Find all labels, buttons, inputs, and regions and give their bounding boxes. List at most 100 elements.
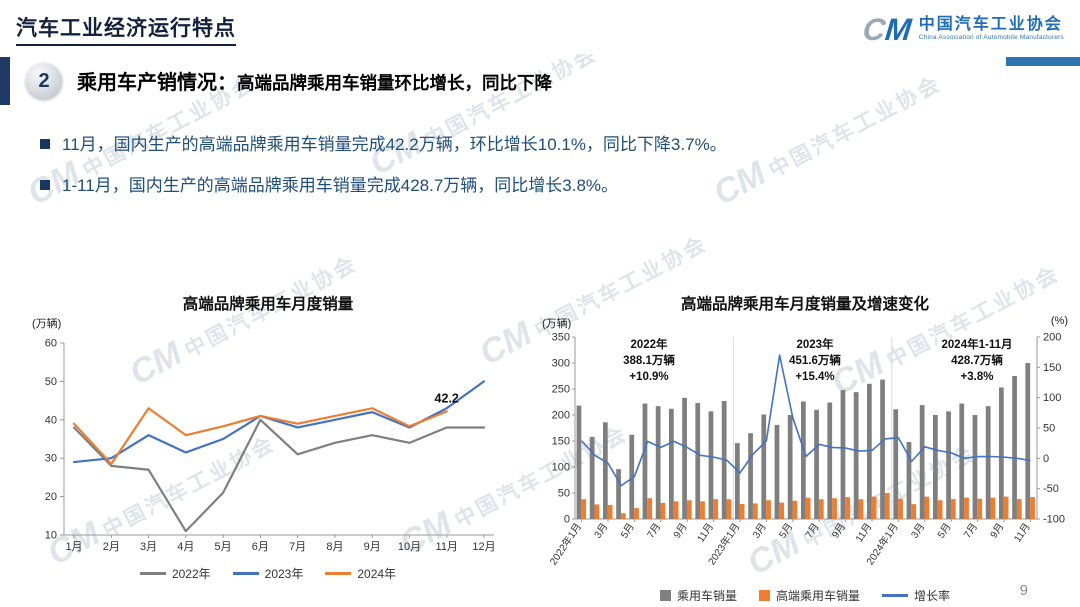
left-accent-bar [0, 57, 10, 105]
legend-label: 2023年 [264, 567, 304, 581]
legend-swatch-line [139, 572, 166, 575]
bullet-item-2: 1-11月，国内生产的高端品牌乘用车销量完成428.7万辆，同比增长3.8%。 [40, 175, 1050, 197]
legend-label: 高端乘用车销量 [775, 589, 860, 603]
svg-text:1月: 1月 [65, 541, 82, 553]
svg-text:0: 0 [564, 514, 570, 526]
combo-chart-canvas: 0 50 100 150 200 250 300 350 -100 -50 0 50 100 150 200… [547, 332, 1065, 568]
svg-text:11月: 11月 [853, 521, 874, 545]
bullet-marker [40, 139, 50, 149]
legend-swatch-line [325, 572, 352, 575]
svg-text:30: 30 [45, 453, 57, 465]
caam-logo-icon: CM [860, 11, 913, 47]
corner-accent-bar [1006, 57, 1080, 66]
line-chart-unit-label: (万辆) [32, 318, 62, 330]
line-chart-title: 高端品牌乘用车月度销量 [182, 296, 354, 313]
svg-text:3月: 3月 [140, 541, 157, 553]
legend-swatch-line [232, 572, 259, 575]
legend-item: 增长率 [882, 587, 950, 604]
svg-text:-100: -100 [1043, 514, 1065, 526]
svg-text:5月: 5月 [618, 521, 637, 541]
legend-label: 乘用车销量 [676, 589, 737, 603]
bullet-text-1: 11月，国内生产的高端品牌乘用车销量完成42.2万辆，环比增长10.1%，同比下… [62, 135, 727, 154]
annotation-2022: 2022年 388.1万辆 +10.9% [623, 339, 675, 384]
svg-text:5月: 5月 [215, 541, 232, 553]
svg-text:7月: 7月 [289, 541, 306, 553]
svg-text:11月: 11月 [695, 521, 716, 545]
bullet-list: 11月，国内生产的高端品牌乘用车销量完成42.2万辆，环比增长10.1%，同比下… [40, 134, 1050, 216]
legend-item: 2023年 [232, 565, 304, 582]
svg-text:-50: -50 [1043, 483, 1059, 495]
svg-text:200: 200 [552, 410, 570, 422]
svg-text:9月: 9月 [364, 541, 381, 553]
svg-text:200: 200 [1043, 332, 1061, 344]
legend-item: 2022年 [139, 565, 211, 582]
svg-text:9月: 9月 [988, 521, 1007, 541]
caam-logo: CM 中国汽车工业协会 China Association of Automob… [860, 11, 1064, 47]
svg-text:60: 60 [45, 338, 57, 350]
svg-text:150: 150 [1043, 362, 1061, 374]
svg-text:9月: 9月 [671, 521, 690, 541]
legend-item: 乘用车销量 [659, 587, 737, 604]
annotation-2024: 2024年1-11月 428.7万辆 +3.8% [941, 339, 1013, 384]
svg-text:42.2: 42.2 [435, 391, 459, 405]
legend-swatch-box [659, 590, 671, 601]
legend-swatch-line [882, 594, 908, 597]
svg-text:3月: 3月 [750, 521, 769, 541]
svg-text:2月: 2月 [103, 541, 120, 553]
svg-text:6月: 6月 [252, 541, 269, 553]
legend-item: 2024年 [325, 565, 396, 582]
svg-text:5月: 5月 [935, 521, 954, 541]
combo-chart-unit-right: (%) [1050, 315, 1068, 327]
svg-text:11月: 11月 [436, 541, 458, 553]
logo-name-cn: 中国汽车工业协会 [918, 16, 1063, 34]
svg-text:10: 10 [45, 530, 57, 542]
caam-logo-text: 中国汽车工业协会 China Association of Automobile… [919, 16, 1064, 42]
line-chart: 高端品牌乘用车月度销量 (万辆) 10 20 30 40 50 60 1月 2月 3月 4月 5月 6… [28, 292, 508, 582]
legend-label: 2024年 [357, 567, 397, 581]
svg-text:350: 350 [552, 332, 570, 344]
svg-text:5月: 5月 [777, 521, 796, 541]
line-chart-canvas: 10 20 30 40 50 60 1月 2月 3月 4月 5月 6月 7月 8月 9月 10月 11月 12月 4… [45, 338, 496, 554]
legend-swatch-box [758, 590, 770, 601]
svg-text:3月: 3月 [909, 521, 928, 541]
section-title: 乘用车产销情况：高端品牌乘用车销量环比增长，同比下降 [77, 66, 552, 96]
svg-text:12月: 12月 [472, 541, 495, 553]
section-number-badge: 2 [26, 63, 62, 99]
svg-text:4月: 4月 [177, 541, 194, 553]
svg-text:7月: 7月 [961, 521, 980, 541]
page-title: 汽车工业经济运行特点 [16, 12, 236, 46]
combo-chart-unit-left: (万辆) [542, 318, 572, 330]
section-header: 2 乘用车产销情况：高端品牌乘用车销量环比增长，同比下降 [26, 63, 552, 99]
svg-text:0: 0 [1043, 453, 1049, 465]
bullet-marker [40, 180, 50, 191]
legend-label: 增长率 [914, 589, 951, 603]
legend-label: 2022年 [171, 567, 211, 581]
svg-text:20: 20 [45, 491, 57, 503]
bullet-text-2: 1-11月，国内生产的高端品牌乘用车销量完成428.7万辆，同比增长3.8%。 [62, 176, 619, 196]
svg-text:50: 50 [558, 488, 570, 500]
svg-text:50: 50 [1043, 423, 1055, 435]
page-number: 9 [1019, 582, 1028, 599]
line-chart-legend: 2022年 2023年 2024年 [28, 565, 508, 582]
slide-header: 汽车工业经济运行特点 CM 中国汽车工业协会 China Association… [0, 0, 1080, 54]
svg-text:300: 300 [552, 358, 570, 370]
combo-chart: 高端品牌乘用车月度销量及增速变化 (万辆) (%) 0 50 100 150 200 25… [538, 292, 1072, 604]
svg-text:250: 250 [552, 384, 570, 396]
svg-text:100: 100 [1043, 392, 1061, 404]
bullet-item-1: 11月，国内生产的高端品牌乘用车销量完成42.2万辆，环比增长10.1%，同比下… [40, 134, 1050, 156]
annotation-2023: 2023年 451.6万辆 +15.4% [789, 339, 841, 384]
svg-text:40: 40 [45, 414, 57, 426]
combo-chart-title: 高端品牌乘用车月度销量及增速变化 [680, 296, 929, 313]
svg-text:8月: 8月 [326, 541, 343, 553]
svg-text:50: 50 [45, 376, 57, 388]
svg-text:7月: 7月 [803, 521, 822, 541]
svg-text:3月: 3月 [592, 521, 611, 541]
svg-text:150: 150 [552, 436, 570, 448]
svg-text:9月: 9月 [829, 521, 848, 541]
combo-chart-legend: 乘用车销量 高端乘用车销量 增长率 [538, 587, 1072, 604]
legend-item: 高端乘用车销量 [758, 587, 860, 604]
combo-plot-area: 0 50 100 150 200 250 300 350 -100 -50 0 50 100 150 200… [538, 331, 1072, 583]
svg-text:10月: 10月 [398, 541, 421, 553]
logo-name-en: China Association of Automobile Manufact… [918, 34, 1064, 42]
